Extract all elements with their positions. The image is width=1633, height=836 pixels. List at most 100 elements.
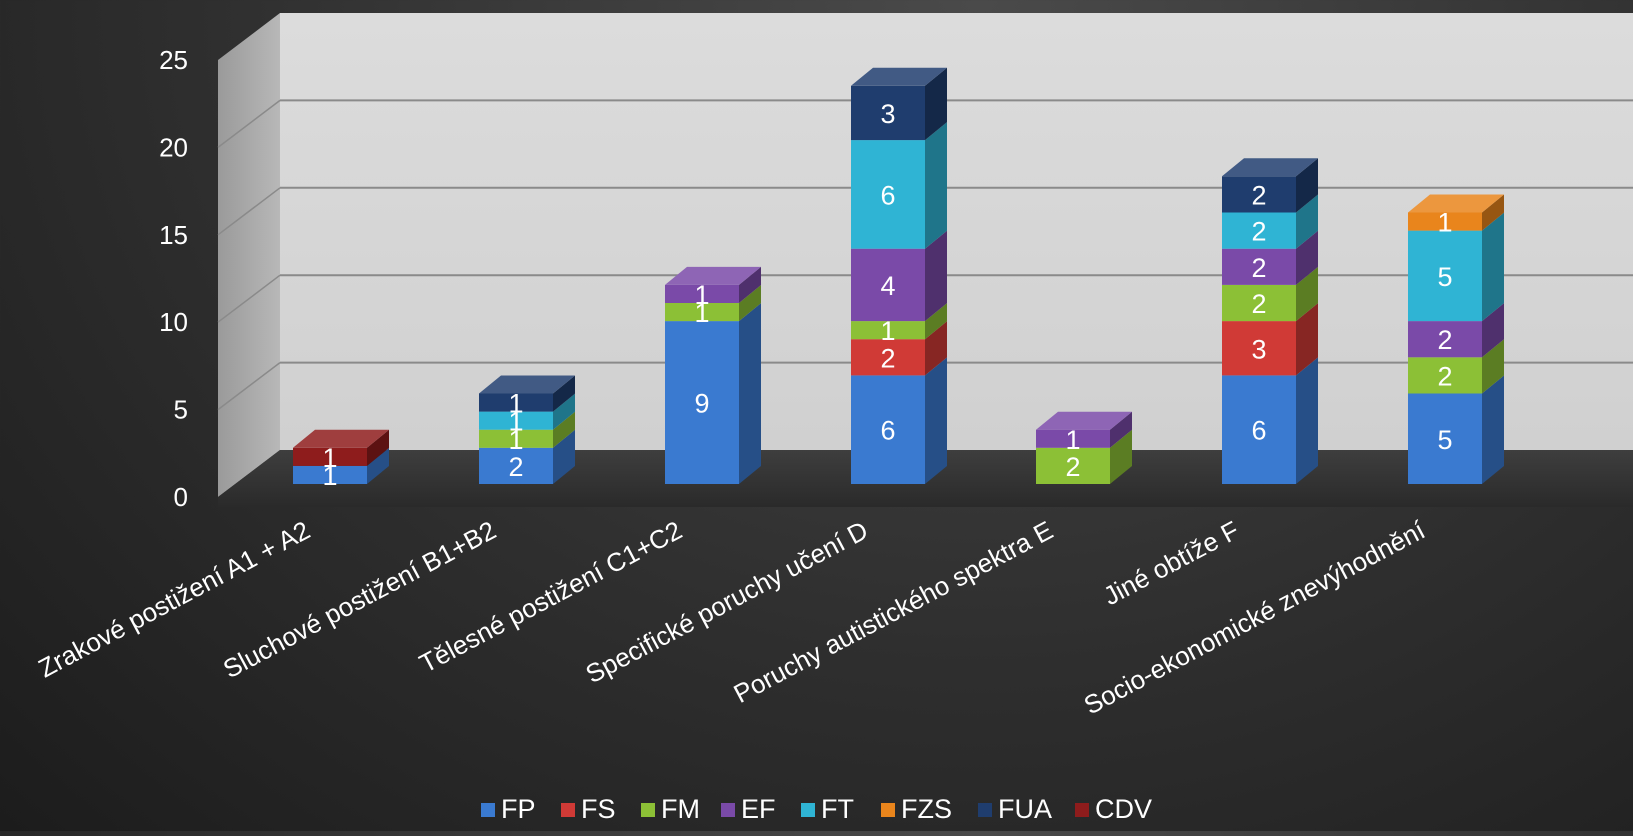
bar-side-fm: [1296, 266, 1318, 322]
bar-stack: 5 2 2 5 1: [1408, 194, 1504, 484]
bar-segment-fm: [851, 321, 925, 340]
bar-segment-fp: [1408, 393, 1482, 484]
bar-side-ef: [1482, 303, 1504, 358]
bar-side-fp: [367, 447, 389, 484]
bar-side-ef: [739, 266, 761, 303]
bar-segment-fua: [851, 85, 925, 141]
bar-side-fp: [739, 303, 761, 484]
y-tick-label: 5: [174, 395, 188, 425]
legend-label-fzs: FZS: [901, 794, 952, 824]
bar-side-fm: [553, 411, 575, 448]
bar-segment-fs: [851, 339, 925, 376]
bar-side-fp: [553, 429, 575, 484]
bar-side-fm: [1482, 339, 1504, 394]
bar-segment-ft: [1222, 212, 1296, 249]
legend-label-ef: EF: [741, 794, 776, 824]
category-label: Jiné obtíže F: [1098, 515, 1244, 611]
bar-segment-fp: [293, 465, 367, 484]
data-label: 1: [322, 443, 337, 473]
bar-segment-ef: [1408, 321, 1482, 358]
bar-stack: 21: [1036, 411, 1132, 484]
data-label: 6: [880, 180, 895, 210]
legend-swatch-ft: [801, 803, 815, 817]
data-label: 2: [1251, 180, 1266, 210]
bar-segment-fm: [479, 429, 553, 448]
legend-swatch-fua: [978, 803, 992, 817]
y-tick-label: 10: [159, 307, 188, 337]
bar-segment-fm: [665, 303, 739, 322]
gridline-side: [217, 187, 281, 236]
bar-segment-fp: [851, 375, 925, 484]
bar-top-ef: [665, 266, 761, 285]
data-label: 2: [1251, 289, 1266, 319]
data-label: 3: [1251, 334, 1266, 364]
bar-side-fua: [925, 67, 947, 141]
legend-label-ft: FT: [821, 794, 854, 824]
legend-swatch-fzs: [881, 803, 895, 817]
legend-swatch-fs: [561, 803, 575, 817]
bar-segment-fm: [1036, 447, 1110, 484]
bar-side-fp: [1296, 357, 1318, 484]
data-label: 2: [1437, 361, 1452, 391]
data-label: 1: [1065, 425, 1080, 455]
data-label: 1: [1437, 208, 1452, 238]
data-label: 1: [694, 298, 709, 328]
y-tick-label: 15: [159, 220, 188, 250]
side-wall: [218, 13, 280, 497]
data-label: 2: [508, 452, 523, 482]
data-label: 1: [508, 407, 523, 437]
bar-stack: 11: [293, 429, 389, 491]
data-label: 4: [880, 271, 895, 301]
data-label: 1: [508, 425, 523, 455]
bar-side-ft: [1482, 212, 1504, 322]
bar-segment-fm: [1222, 284, 1296, 322]
bar-segment-fp: [1222, 375, 1296, 484]
bar-segment-ft: [479, 411, 553, 430]
bar-stack: 6 3 2 2 2 2: [1222, 158, 1318, 484]
legend-swatch-cdv: [1075, 803, 1089, 817]
y-tick-label: 0: [174, 482, 188, 512]
data-label: 3: [880, 99, 895, 129]
legend-swatch-ef: [721, 803, 735, 817]
legend-swatch-fp: [481, 803, 495, 817]
bar-side-fp: [925, 357, 947, 484]
bar-side-fm: [739, 285, 761, 322]
bar-segment-cdv: [293, 447, 367, 466]
bar-segment-fzs: [1408, 212, 1482, 231]
bar-side-fs: [925, 321, 947, 376]
bar-segment-ft: [1408, 230, 1482, 322]
bar-stack: 6 21 4 6 3: [851, 67, 947, 484]
legend-label-fua: FUA: [998, 794, 1052, 824]
bar-segment-fs: [1222, 321, 1296, 376]
y-axis-ticks: 0 5 10 15 20 25: [159, 45, 188, 512]
data-label: 1: [322, 461, 337, 491]
bar-side-fs: [1296, 303, 1318, 376]
bar-side-fzs: [1482, 194, 1504, 231]
gridline-side: [217, 362, 281, 411]
data-label: 6: [880, 416, 895, 446]
bar-segment-ef: [1036, 429, 1110, 448]
gridline-side: [217, 274, 281, 323]
bar-side-ft: [553, 393, 575, 430]
bar-segment-fua: [1222, 176, 1296, 213]
data-label: 6: [1251, 416, 1266, 446]
data-label: 1: [880, 316, 895, 346]
bar-side-ef: [1110, 411, 1132, 448]
legend-label-fp: FP: [501, 794, 536, 824]
legend-label-fs: FS: [581, 794, 616, 824]
bar-top-fua: [1222, 158, 1318, 177]
bar-top-fua: [851, 67, 947, 86]
data-label: 2: [880, 343, 895, 373]
bar-side-ef: [1296, 230, 1318, 285]
bar-stack: 9 11: [665, 266, 761, 484]
data-label: 1: [694, 280, 709, 310]
bar-side-fua: [1296, 158, 1318, 213]
data-label: 5: [1437, 262, 1452, 292]
bar-top-fua: [479, 375, 575, 394]
legend: FP FS FM EF FT FZS FUA CDV: [481, 794, 1152, 824]
bar-segment-fua: [479, 393, 553, 412]
